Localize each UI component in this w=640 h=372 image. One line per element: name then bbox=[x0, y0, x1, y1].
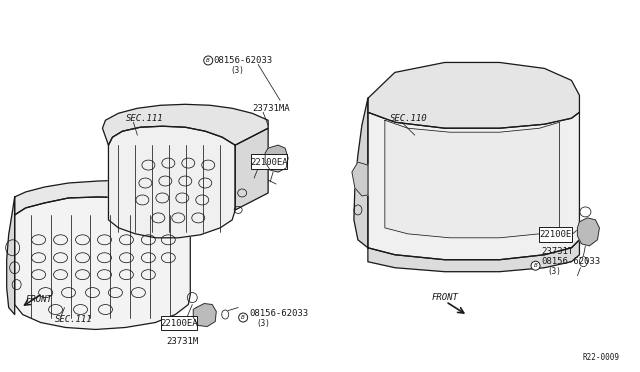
Text: FRONT: FRONT bbox=[432, 293, 459, 302]
Text: R22-0009: R22-0009 bbox=[582, 353, 620, 362]
Polygon shape bbox=[368, 62, 579, 128]
Polygon shape bbox=[368, 112, 579, 260]
Circle shape bbox=[204, 56, 212, 65]
Text: 22100E: 22100E bbox=[540, 230, 572, 239]
Text: 23731M: 23731M bbox=[166, 337, 198, 346]
Text: 08156-62033: 08156-62033 bbox=[249, 309, 308, 318]
Text: 23731T: 23731T bbox=[541, 247, 574, 256]
Text: B: B bbox=[206, 58, 210, 63]
Circle shape bbox=[239, 313, 248, 322]
Text: 08156-62033: 08156-62033 bbox=[541, 257, 601, 266]
Text: SEC.110: SEC.110 bbox=[390, 114, 428, 123]
Polygon shape bbox=[6, 197, 15, 314]
Text: 08156-62033: 08156-62033 bbox=[213, 56, 273, 65]
Polygon shape bbox=[577, 218, 600, 246]
FancyBboxPatch shape bbox=[251, 154, 287, 169]
Text: 22100EA: 22100EA bbox=[250, 158, 288, 167]
Text: (3): (3) bbox=[256, 319, 270, 328]
Polygon shape bbox=[102, 104, 268, 145]
Polygon shape bbox=[265, 145, 288, 172]
Text: B: B bbox=[534, 263, 538, 268]
FancyBboxPatch shape bbox=[161, 315, 197, 330]
Polygon shape bbox=[368, 240, 579, 272]
Polygon shape bbox=[354, 98, 368, 248]
Polygon shape bbox=[15, 197, 190, 330]
Text: 23731MA: 23731MA bbox=[252, 104, 290, 113]
Text: SEC.111: SEC.111 bbox=[125, 114, 163, 123]
Text: FRONT: FRONT bbox=[26, 295, 52, 304]
Polygon shape bbox=[235, 128, 268, 210]
Polygon shape bbox=[385, 120, 559, 238]
Text: (3): (3) bbox=[547, 267, 561, 276]
Text: SEC.111: SEC.111 bbox=[54, 315, 92, 324]
Polygon shape bbox=[352, 162, 368, 196]
Circle shape bbox=[531, 261, 540, 270]
Polygon shape bbox=[108, 126, 235, 238]
FancyBboxPatch shape bbox=[538, 227, 572, 242]
Polygon shape bbox=[193, 304, 216, 327]
Text: B: B bbox=[241, 315, 245, 320]
Polygon shape bbox=[15, 180, 220, 215]
Text: 22100EA: 22100EA bbox=[161, 319, 198, 328]
Text: (3): (3) bbox=[230, 66, 244, 75]
